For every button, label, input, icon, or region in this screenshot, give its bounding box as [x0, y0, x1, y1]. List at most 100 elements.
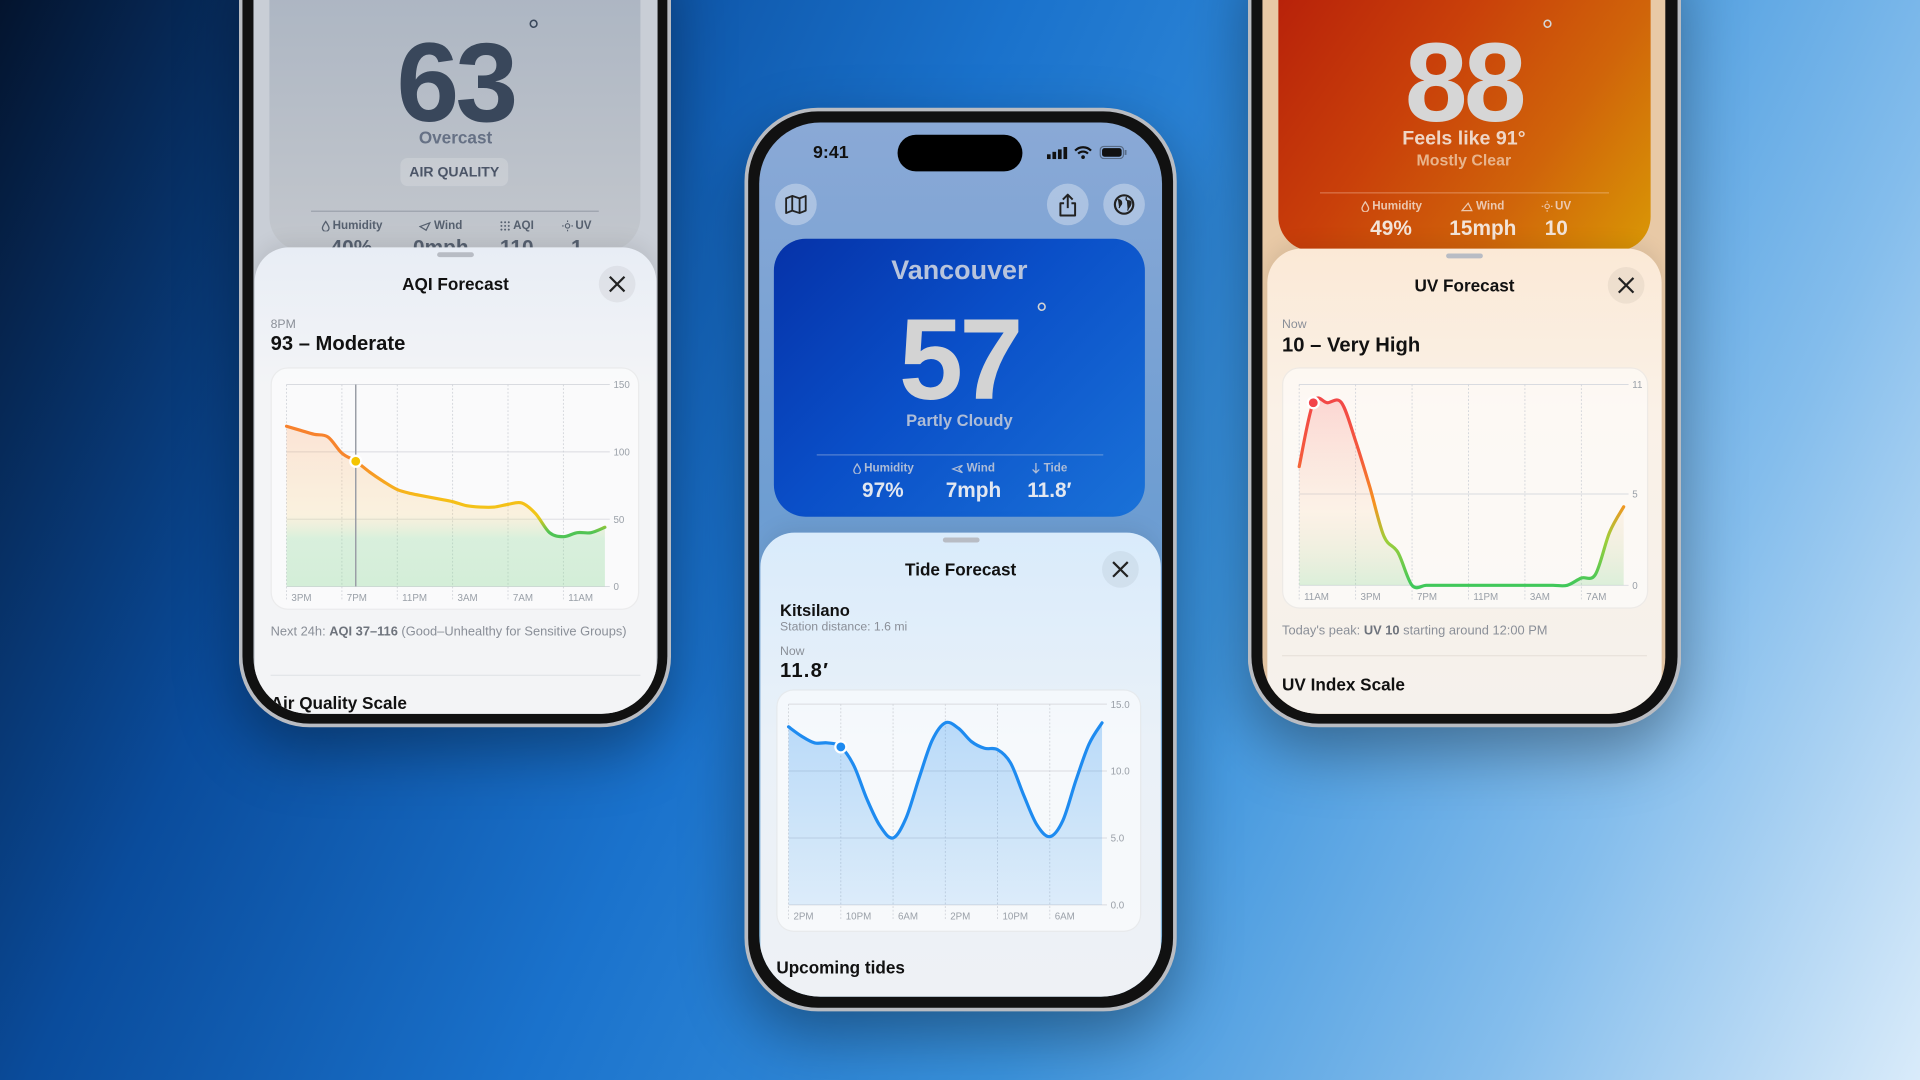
condition: Mostly Clear	[1416, 150, 1512, 169]
badge-label: AIR QUALITY	[409, 164, 500, 180]
stat-humidity: Humidity 49%	[1342, 200, 1440, 242]
globe-icon	[1113, 194, 1135, 215]
close-button[interactable]	[1102, 551, 1139, 588]
close-icon	[1112, 561, 1129, 578]
y-tick-label: 5.0	[1111, 834, 1125, 845]
map-icon	[785, 195, 807, 214]
temperature: 63	[396, 20, 519, 146]
stat-uv: UV 10	[1507, 200, 1605, 242]
globe-button[interactable]	[1103, 183, 1145, 226]
forecast-note: Next 24h: AQI 37–116 (Good–Unhealthy for…	[270, 624, 627, 640]
x-tick-label: 2PM	[793, 912, 813, 923]
temperature: 88	[1404, 20, 1527, 146]
condition: Overcast	[418, 127, 493, 147]
sheet-title: UV Forecast	[1414, 275, 1515, 296]
drop-icon	[1360, 200, 1369, 212]
degree-symbol: °	[1035, 297, 1048, 331]
weather-card	[269, 0, 641, 252]
divider	[311, 210, 599, 212]
area-fill	[1299, 398, 1624, 588]
air-quality-badge[interactable]: AIR QUALITY	[400, 157, 509, 187]
close-button[interactable]	[598, 265, 636, 303]
degree-symbol: °	[1541, 14, 1554, 48]
sheet-grabber[interactable]	[942, 537, 979, 543]
selected-time: Now	[1282, 318, 1307, 332]
map-button[interactable]	[775, 183, 817, 226]
selected-point	[834, 740, 848, 754]
drop-icon	[321, 220, 330, 232]
x-tick-label: 7PM	[347, 593, 367, 604]
right-phone-screen: 88 ° Feels like 91° Mostly Clear Humidit…	[1262, 0, 1666, 714]
y-tick-label: 11	[1632, 380, 1642, 391]
y-tick-label: 0	[613, 582, 619, 593]
sun-icon	[1541, 200, 1553, 212]
y-tick-label: 0.0	[1111, 901, 1125, 912]
close-button[interactable]	[1607, 266, 1645, 304]
x-tick-label: 2PM	[950, 912, 970, 923]
x-tick-label: 11AM	[568, 593, 593, 604]
x-tick-label: 3PM	[291, 593, 311, 604]
share-icon	[1059, 193, 1077, 216]
y-tick-label: 50	[613, 515, 624, 526]
wind-icon	[419, 221, 432, 231]
wind-icon	[1461, 201, 1474, 211]
weather-card: Vancouver 57 ° Partly Cloudy Humidity 97…	[773, 238, 1145, 517]
y-tick-label: 5	[1632, 490, 1638, 501]
stat-humidity: Humidity 97%	[834, 462, 932, 504]
tide-chart[interactable]: 0.0 5.0 10.0 15.0 2PM 10PM 6AM 2PM 10PM 6AM	[776, 689, 1142, 932]
now-label: Now	[780, 645, 805, 659]
x-tick-label: 3PM	[1361, 592, 1381, 603]
degree-symbol: °	[527, 14, 540, 48]
x-tick-label: 3AM	[1530, 592, 1550, 603]
x-tick-label: 11PM	[1473, 592, 1498, 603]
divider	[270, 674, 641, 676]
arrow-down-icon	[1032, 462, 1041, 474]
share-button[interactable]	[1046, 183, 1089, 226]
area-fill	[286, 426, 605, 587]
x-tick-label: 11PM	[402, 593, 427, 604]
sheet-grabber[interactable]	[437, 252, 474, 258]
city-name: Vancouver	[891, 254, 1028, 286]
signal-icon	[1046, 146, 1068, 160]
now-value: 11.8′	[780, 660, 830, 683]
aqi-chart[interactable]: 0 50 100 150 3PM 7PM 11PM 3AM 7AM 11AM	[270, 367, 640, 610]
x-tick-label: 7AM	[513, 593, 533, 604]
wifi-icon	[1074, 146, 1092, 159]
uv-forecast-sheet: UV Forecast Now 10 – Very High 0 5 11 11AM 3…	[1267, 248, 1662, 714]
weather-card	[1278, 0, 1651, 252]
close-icon	[609, 275, 626, 293]
uv-chart[interactable]: 0 5 11 11AM 3PM 7PM 11PM 3AM 7AM	[1282, 367, 1649, 609]
aqi-forecast-sheet: AQI Forecast 8PM 93 – Moderate 0 50 100 150…	[254, 247, 657, 714]
forecast-note: Today's peak: UV 10 starting around 12:0…	[1282, 623, 1548, 638]
feels-like: Feels like 91°	[1402, 128, 1526, 150]
close-icon	[1617, 277, 1635, 294]
selected-value: 10 – Very High	[1282, 334, 1421, 357]
divider	[816, 454, 1104, 456]
center-phone-screen: 9:41 Vancouver 57 ° Partly Cloudy Humidi…	[759, 122, 1163, 997]
area-fill	[788, 722, 1103, 905]
left-phone-screen: 63 ° Overcast AIR QUALITY Humidity 40% W…	[253, 0, 658, 714]
x-tick-label: 7PM	[1417, 592, 1437, 603]
y-tick-label: 10.0	[1111, 767, 1131, 778]
y-tick-label: 100	[613, 448, 630, 459]
x-tick-label: 7AM	[1586, 592, 1606, 603]
stat-wind: Wind 15mph	[1449, 199, 1517, 241]
sheet-title: Tide Forecast	[905, 559, 1017, 580]
selected-time: 8PM	[270, 318, 296, 332]
station-name: Kitsilano	[780, 601, 850, 620]
x-tick-label: 3AM	[458, 593, 478, 604]
status-time: 9:41	[813, 143, 849, 163]
wind-icon	[951, 464, 964, 473]
stat-tide: Tide 11.8′	[1027, 461, 1072, 503]
drop-icon	[852, 462, 861, 474]
temperature: 57	[899, 295, 1023, 424]
y-tick-label: 15.0	[1111, 700, 1131, 711]
selected-point	[1306, 396, 1320, 410]
tide-forecast-sheet: Tide Forecast Kitsilano Station distance…	[760, 532, 1161, 997]
sheet-grabber[interactable]	[1446, 253, 1483, 259]
selected-point	[349, 454, 363, 468]
dynamic-island	[897, 134, 1023, 172]
y-tick-label: 150	[613, 380, 630, 391]
condition: Partly Cloudy	[906, 411, 1013, 430]
